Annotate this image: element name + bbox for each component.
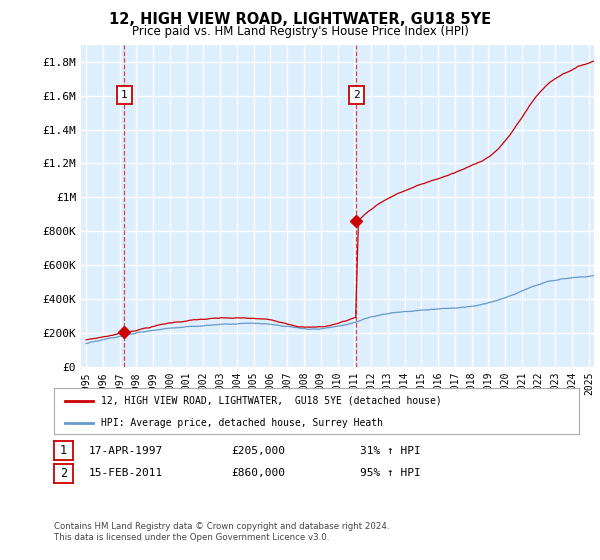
Text: This data is licensed under the Open Government Licence v3.0.: This data is licensed under the Open Gov… [54,533,329,543]
Text: 31% ↑ HPI: 31% ↑ HPI [360,446,421,455]
Text: 1: 1 [60,444,67,457]
Text: Price paid vs. HM Land Registry's House Price Index (HPI): Price paid vs. HM Land Registry's House … [131,25,469,38]
Text: 17-APR-1997: 17-APR-1997 [89,446,163,455]
Text: £205,000: £205,000 [231,446,285,455]
Text: 2: 2 [353,90,359,100]
Text: Contains HM Land Registry data © Crown copyright and database right 2024.: Contains HM Land Registry data © Crown c… [54,522,389,531]
Text: 2: 2 [60,467,67,480]
Text: 12, HIGH VIEW ROAD, LIGHTWATER, GU18 5YE: 12, HIGH VIEW ROAD, LIGHTWATER, GU18 5YE [109,12,491,27]
Text: HPI: Average price, detached house, Surrey Heath: HPI: Average price, detached house, Surr… [101,418,383,427]
Text: 1: 1 [121,90,128,100]
Text: 12, HIGH VIEW ROAD, LIGHTWATER,  GU18 5YE (detached house): 12, HIGH VIEW ROAD, LIGHTWATER, GU18 5YE… [101,396,442,406]
Text: 15-FEB-2011: 15-FEB-2011 [89,469,163,478]
Text: 95% ↑ HPI: 95% ↑ HPI [360,469,421,478]
Text: £860,000: £860,000 [231,469,285,478]
